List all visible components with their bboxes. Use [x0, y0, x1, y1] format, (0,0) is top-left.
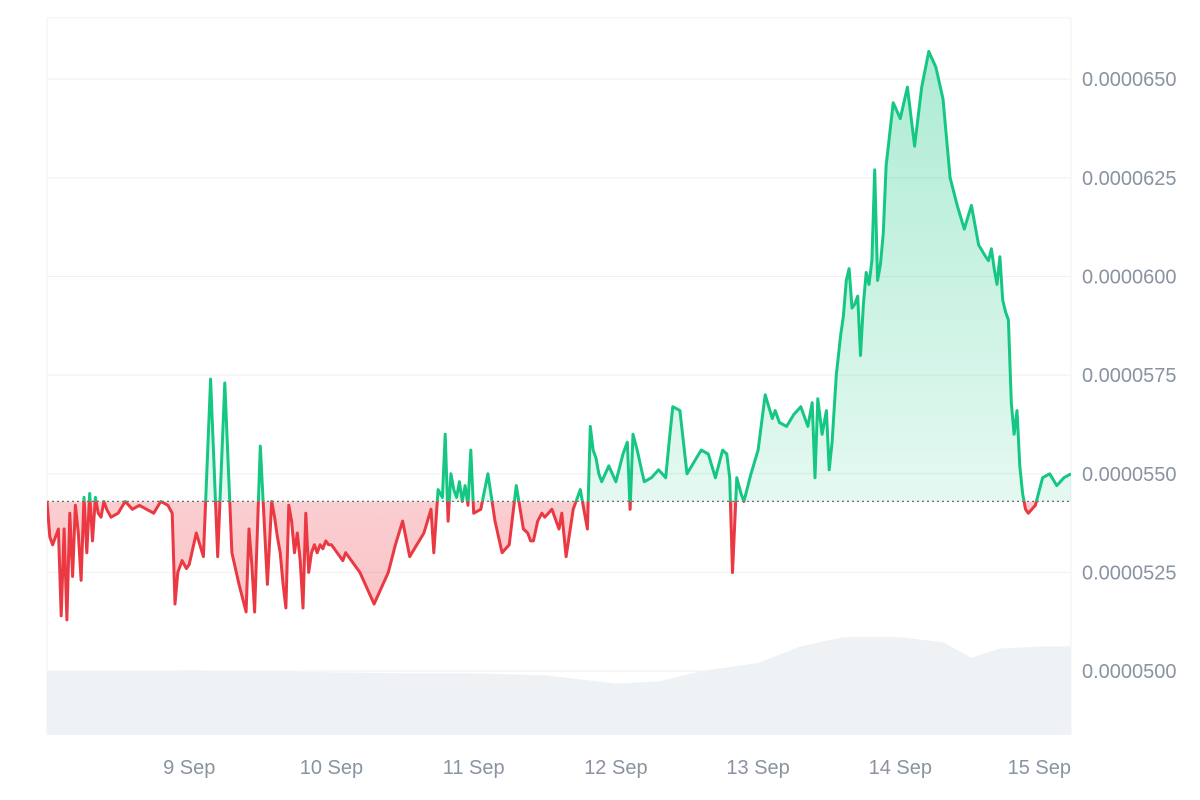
y-axis-ticks: 0.0000650 0.0000625 0.0000600 0.0000575 … [1082, 69, 1177, 683]
y-tick-label: 0.0000525 [1082, 562, 1177, 584]
price-line [47, 50, 1071, 622]
y-tick-label: 0.0000550 [1082, 464, 1177, 486]
y-tick-label: 0.0000575 [1082, 365, 1177, 387]
x-tick-label: 10 Sep [300, 757, 363, 779]
x-tick-label: 13 Sep [726, 757, 789, 779]
price-fill-area [47, 51, 1071, 620]
price-line-up [47, 50, 1071, 502]
price-line-down [47, 501, 1038, 622]
price-fill-up [83, 51, 1071, 502]
x-tick-label: 11 Sep [443, 757, 505, 779]
x-tick-label: 14 Sep [869, 757, 932, 779]
y-tick-label: 0.0000600 [1082, 266, 1177, 288]
x-axis-ticks: 9 Sep 10 Sep 11 Sep 12 Sep 13 Sep 14 Sep… [163, 757, 1071, 779]
x-tick-label: 12 Sep [584, 757, 647, 779]
volume-area [47, 637, 1071, 735]
x-tick-label: 9 Sep [163, 757, 215, 779]
volume-fill [47, 637, 1071, 735]
y-tick-label: 0.0000500 [1082, 661, 1177, 683]
x-tick-label: 15 Sep [1008, 757, 1071, 779]
y-tick-label: 0.0000625 [1082, 168, 1177, 190]
y-tick-label: 0.0000650 [1082, 69, 1177, 91]
